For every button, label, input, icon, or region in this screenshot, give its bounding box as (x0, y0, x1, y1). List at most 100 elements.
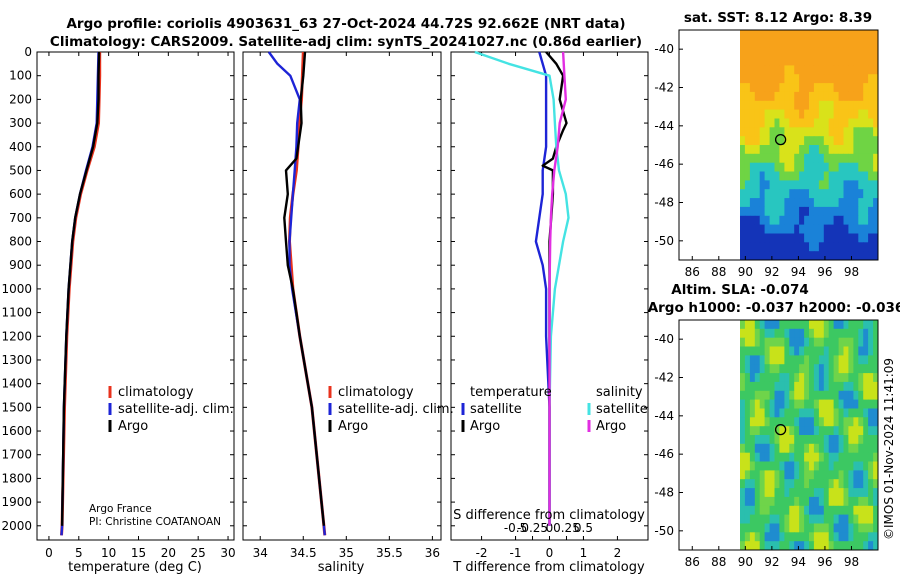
map-cell (779, 426, 785, 436)
map-cell (838, 91, 844, 102)
map-cell (794, 337, 800, 347)
y-tick-label: 200 (9, 92, 32, 106)
map-cell (744, 171, 751, 181)
map-cell (843, 532, 849, 542)
map-cell (744, 426, 751, 436)
map-cell (873, 470, 879, 480)
map-cell (853, 488, 859, 498)
map-cell (833, 390, 839, 401)
map-cell (759, 364, 766, 374)
map-cell (863, 373, 869, 383)
map-cell (769, 417, 775, 427)
map-cell (823, 198, 830, 208)
map-cell (828, 435, 835, 445)
map-cell (744, 180, 751, 190)
map-cell (789, 65, 795, 75)
map-cell (848, 479, 854, 489)
map-cell (843, 198, 849, 208)
map-cell (863, 109, 869, 119)
map-cell (774, 83, 780, 93)
map-cell (799, 390, 805, 401)
map-cell (848, 136, 854, 146)
map-cell (868, 452, 874, 462)
map-cell (769, 479, 775, 489)
map-cell (744, 532, 751, 542)
map-cell (794, 399, 800, 409)
map-cell (818, 215, 825, 226)
map-cell (769, 541, 775, 551)
map-cell (843, 65, 849, 75)
map-cell (833, 65, 839, 75)
map-cell (744, 488, 751, 498)
map-cell (744, 381, 751, 392)
map-cell (749, 443, 756, 454)
map-cell (853, 417, 859, 427)
map-cell (843, 496, 849, 507)
map-cell (764, 320, 770, 330)
map-cell (858, 224, 864, 234)
map-cell (774, 224, 780, 234)
x-tick-label: 20 (161, 546, 176, 560)
map-cell (749, 251, 756, 261)
map-cell (873, 443, 879, 454)
map-x-tick-label: 92 (764, 555, 779, 569)
map-cell (779, 145, 785, 155)
map-cell (823, 488, 830, 498)
map-cell (764, 109, 770, 119)
map-cell (754, 109, 761, 119)
map-cell (789, 373, 795, 383)
map-cell (823, 251, 830, 261)
map-cell (789, 532, 795, 542)
map-cell (863, 390, 869, 401)
map-cell (804, 198, 810, 208)
map-cell (740, 145, 746, 155)
map-cell (848, 118, 854, 128)
map-cell (740, 408, 746, 418)
map-cell (754, 541, 761, 551)
map-cell (873, 408, 879, 418)
map-cell (838, 171, 844, 181)
x-tick-label: 1 (580, 546, 588, 560)
map-cell (848, 47, 854, 57)
map-cell (838, 443, 844, 454)
map-cell (769, 233, 775, 243)
map-cell (863, 479, 869, 489)
map-cell (789, 399, 795, 409)
map-cell (774, 251, 780, 261)
map-cell (740, 171, 746, 181)
map-cell (823, 505, 830, 516)
map-cell (863, 320, 869, 330)
map-cell (744, 399, 751, 409)
map-cell (833, 328, 839, 339)
map-cell (744, 328, 751, 339)
map-cell (823, 346, 830, 356)
map-cell (813, 443, 820, 454)
map-cell (833, 215, 839, 226)
map-cell (843, 145, 849, 155)
map-cell (789, 251, 795, 261)
map-cell (843, 523, 849, 533)
map-cell (818, 470, 825, 480)
map-cell (843, 74, 849, 84)
map-cell (858, 337, 864, 347)
map-cell (784, 381, 790, 392)
map-cell (740, 189, 746, 199)
map-cell (740, 381, 746, 392)
map-cell (804, 171, 810, 181)
map-cell (759, 346, 766, 356)
map-cell (799, 162, 805, 172)
map-cell (794, 381, 800, 392)
map-cell (799, 206, 805, 217)
map-cell (769, 337, 775, 347)
map-cell (749, 162, 756, 172)
imos-watermark: ©IMOS 01-Nov-2024 11:41:09 (882, 358, 896, 540)
map-cell (818, 541, 825, 551)
map-cell (769, 470, 775, 480)
map-cell (779, 541, 785, 551)
map-cell (784, 136, 790, 146)
map-cell (744, 91, 751, 102)
map-cell (764, 496, 770, 507)
map-cell (838, 65, 844, 75)
map-cell (794, 47, 800, 57)
map-cell (858, 233, 864, 243)
